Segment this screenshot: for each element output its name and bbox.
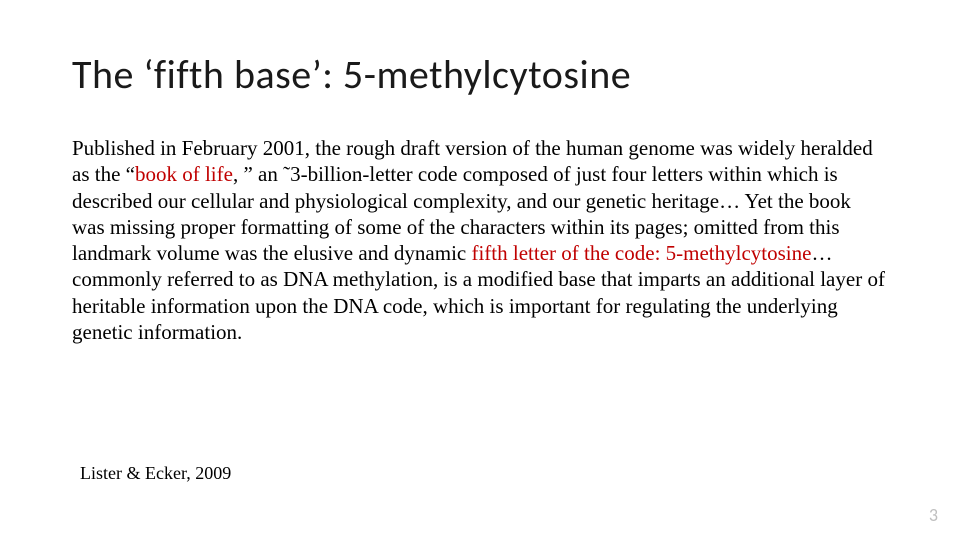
slide: The ‘fifth base’: 5-methylcytosine Publi… <box>0 0 960 540</box>
highlighted-phrase: fifth letter of the code: 5-methylcytosi… <box>471 241 811 265</box>
page-number: 3 <box>929 504 938 526</box>
citation-text: Lister & Ecker, 2009 <box>80 463 231 484</box>
slide-title: The ‘fifth base’: 5-methylcytosine <box>72 50 888 99</box>
body-paragraph: Published in February 2001, the rough dr… <box>72 135 888 345</box>
highlighted-phrase: book of life <box>135 162 233 186</box>
